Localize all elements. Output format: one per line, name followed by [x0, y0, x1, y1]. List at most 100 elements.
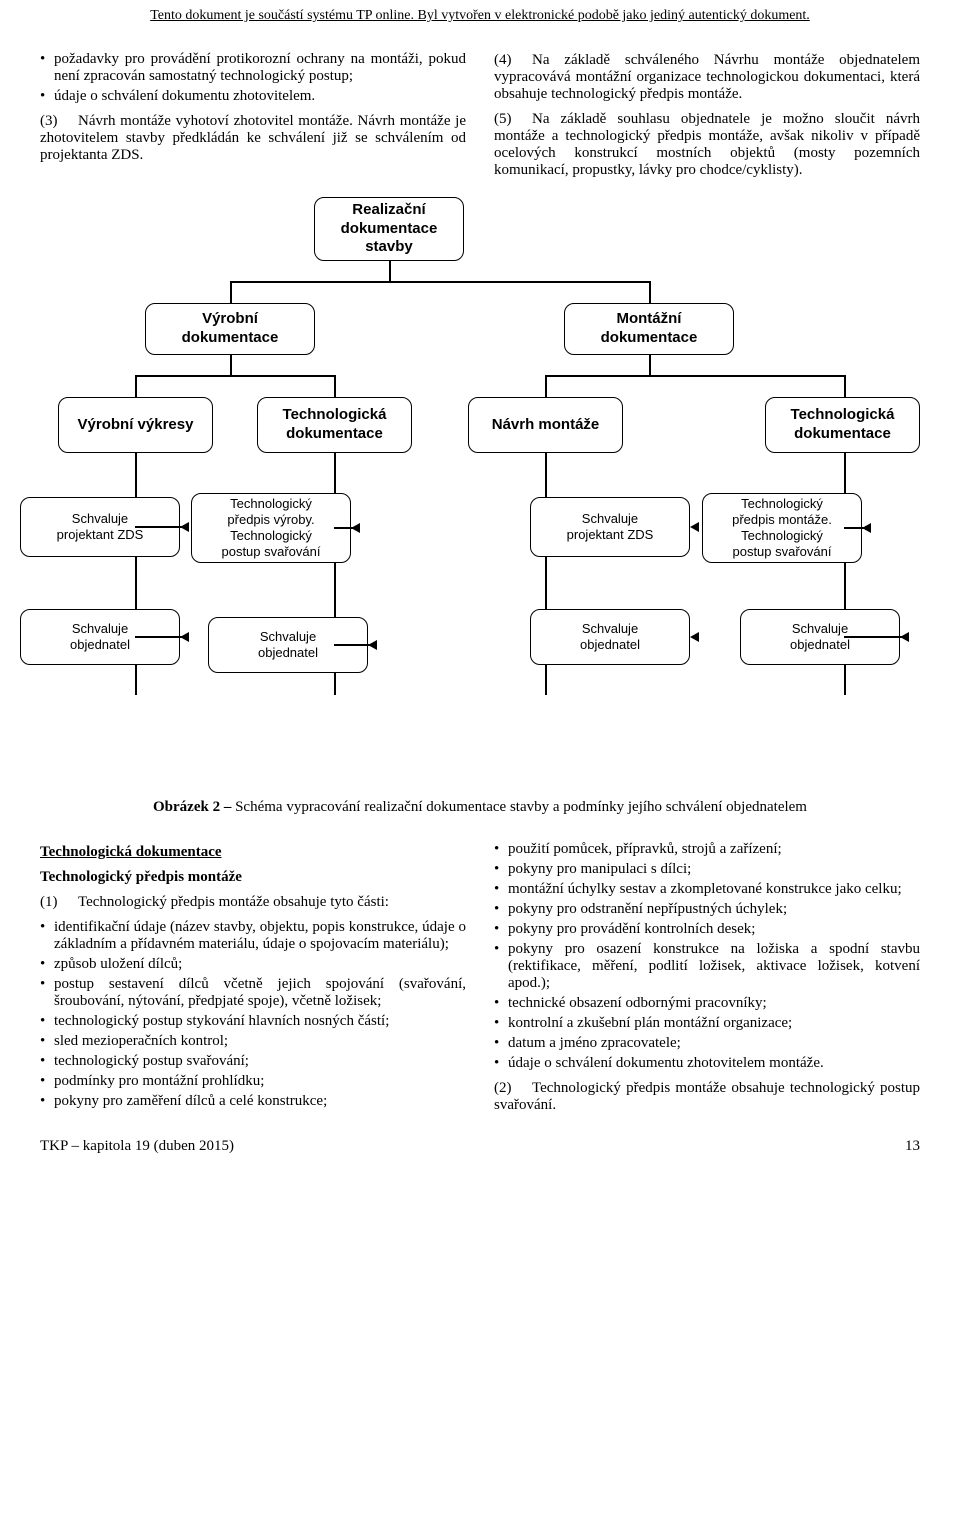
paragraph-4: (4)Na základě schváleného Návrhu montáže… — [494, 52, 920, 103]
connector — [135, 375, 335, 377]
caption-bold: Obrázek 2 – — [153, 799, 231, 815]
paragraph-2: (2)Technologický předpis montáže obsahuj… — [494, 1080, 920, 1114]
bullet-item: způsob uložení dílců; — [54, 956, 466, 973]
node-line: Technologický — [741, 496, 823, 512]
connector — [649, 355, 651, 375]
connector — [844, 636, 909, 638]
para-text: Na základě souhlasu objednatele je možno… — [494, 111, 920, 178]
connector — [545, 375, 547, 397]
connector — [334, 527, 360, 529]
para-number: (2) — [494, 1080, 532, 1097]
node-label: Technologická dokumentace — [791, 406, 895, 444]
node-vyrobni-vykresy: Výrobní výkresy — [58, 397, 213, 453]
para-number: (4) — [494, 52, 532, 69]
page-footer: TKP – kapitola 19 (duben 2015) 13 — [40, 1138, 920, 1155]
node-line: předpis výroby. — [227, 512, 314, 528]
node-label: Schvaluje objednatel — [580, 621, 640, 654]
connector — [135, 375, 137, 397]
paragraph-3: (3)Návrh montáže vyhotoví zhotovitel mon… — [40, 113, 466, 164]
node-label: Schvaluje projektant ZDS — [57, 511, 144, 544]
node-label: Schvaluje objednatel — [258, 629, 318, 662]
bullet-item: pokyny pro provádění kontrolních desek; — [508, 921, 920, 938]
connector — [135, 636, 189, 638]
bullet-item: podmínky pro montážní prohlídku; — [54, 1073, 466, 1090]
node-label: Technologická dokumentace — [283, 406, 387, 444]
connector — [135, 526, 189, 528]
caption-text: Schéma vypracování realizační dokumentac… — [231, 799, 807, 815]
connector — [545, 375, 845, 377]
node-line: předpis montáže. — [732, 512, 832, 528]
node-schvaluje-zds-b: Schvaluje projektant ZDS — [530, 497, 690, 557]
bullet-item: technické obsazení odbornými pracovníky; — [508, 995, 920, 1012]
node-montazni-dok: Montážní dokumentace — [564, 303, 734, 355]
arrow-icon — [690, 522, 699, 532]
subsection-title: Technologický předpis montáže — [40, 869, 466, 886]
top-right-column: (4)Na základě schváleného Návrhu montáže… — [494, 48, 920, 187]
para-text: Návrh montáže vyhotoví zhotovitel montáž… — [40, 113, 466, 163]
top-left-column: požadavky pro provádění protikorozní och… — [40, 48, 466, 187]
bottom-text-block: Technologická dokumentace Technologický … — [40, 838, 920, 1122]
footer-left: TKP – kapitola 19 (duben 2015) — [40, 1138, 234, 1155]
bullet-item: pokyny pro odstranění nepřípustných úchy… — [508, 901, 920, 918]
connector — [334, 644, 377, 646]
node-label: Schvaluje objednatel — [790, 621, 850, 654]
node-label: Výrobní výkresy — [78, 416, 194, 435]
bottom-right-column: použití pomůcek, přípravků, strojů a zař… — [494, 838, 920, 1122]
top-text-block: požadavky pro provádění protikorozní och… — [40, 48, 920, 187]
bullet-item: pokyny pro osazení konstrukce na ložiska… — [508, 941, 920, 992]
node-tech-dok-b: Technologická dokumentace — [765, 397, 920, 453]
arrow-icon — [690, 632, 699, 642]
bullet-item: použití pomůcek, přípravků, strojů a zař… — [508, 841, 920, 858]
node-vyrobni-dok: Výrobní dokumentace — [145, 303, 315, 355]
para-number: (5) — [494, 111, 532, 128]
bullet-item: identifikační údaje (název stavby, objek… — [54, 919, 466, 953]
node-label: Schvaluje projektant ZDS — [567, 511, 654, 544]
bullet-item: údaje o schválení dokumentu zhotovitelem… — [54, 88, 466, 105]
node-tech-dok-a: Technologická dokumentace — [257, 397, 412, 453]
connector — [844, 527, 871, 529]
bullet-item: montážní úchylky sestav a zkompletované … — [508, 881, 920, 898]
node-label: Návrh montáže — [492, 416, 600, 435]
figure-caption: Obrázek 2 – Schéma vypracování realizačn… — [40, 799, 920, 816]
connector — [230, 281, 232, 303]
node-label: Montážní dokumentace — [601, 310, 698, 348]
bullet-item: datum a jméno zpracovatele; — [508, 1035, 920, 1052]
page-header: Tento dokument je součástí systému TP on… — [40, 0, 920, 48]
node-line: Technologický — [230, 496, 312, 512]
node-label: Schvaluje objednatel — [70, 621, 130, 654]
bullet-item: kontrolní a zkušební plán montážní organ… — [508, 1015, 920, 1032]
node-line: postup svařování — [732, 544, 831, 560]
bullet-item: pokyny pro manipulaci s dílci; — [508, 861, 920, 878]
para-text: Na základě schváleného Návrhu montáže ob… — [494, 52, 920, 102]
bottom-left-column: Technologická dokumentace Technologický … — [40, 838, 466, 1122]
top-left-bullets: požadavky pro provádění protikorozní och… — [40, 51, 466, 105]
bottom-right-bullets: použití pomůcek, přípravků, strojů a zař… — [494, 841, 920, 1072]
node-line: postup svařování — [221, 544, 320, 560]
node-root: Realizační dokumentace stavby — [314, 197, 464, 261]
bullet-item: požadavky pro provádění protikorozní och… — [54, 51, 466, 85]
node-line: Technologický — [741, 528, 823, 544]
bullet-item: technologický postup stykování hlavních … — [54, 1013, 466, 1030]
para-text: Technologický předpis montáže obsahuje t… — [78, 894, 389, 910]
node-line: Technologický — [230, 528, 312, 544]
bottom-left-bullets: identifikační údaje (název stavby, objek… — [40, 919, 466, 1110]
node-predpis-vyroby: Technologický předpis výroby. Technologi… — [191, 493, 351, 563]
connector — [230, 281, 650, 283]
node-navrh-montaze: Návrh montáže — [468, 397, 623, 453]
connector — [334, 375, 336, 397]
org-chart-diagram: Realizační dokumentace stavby Výrobní do… — [40, 197, 920, 787]
node-predpis-montaze: Technologický předpis montáže. Technolog… — [702, 493, 862, 563]
connector — [844, 375, 846, 397]
node-schvaluje-obj-c: Schvaluje objednatel — [530, 609, 690, 665]
section-title: Technologická dokumentace — [40, 844, 466, 861]
connector — [389, 261, 391, 281]
paragraph-5: (5)Na základě souhlasu objednatele je mo… — [494, 111, 920, 179]
connector — [230, 355, 232, 375]
node-label: Výrobní dokumentace — [182, 310, 279, 348]
node-label: Realizační dokumentace stavby — [341, 201, 438, 257]
para-text: Technologický předpis montáže obsahuje t… — [494, 1080, 920, 1113]
bullet-item: technologický postup svařování; — [54, 1053, 466, 1070]
bullet-item: postup sestavení dílců včetně jejich spo… — [54, 976, 466, 1010]
footer-page-number: 13 — [905, 1138, 920, 1155]
paragraph-1: (1)Technologický předpis montáže obsahuj… — [40, 894, 466, 911]
